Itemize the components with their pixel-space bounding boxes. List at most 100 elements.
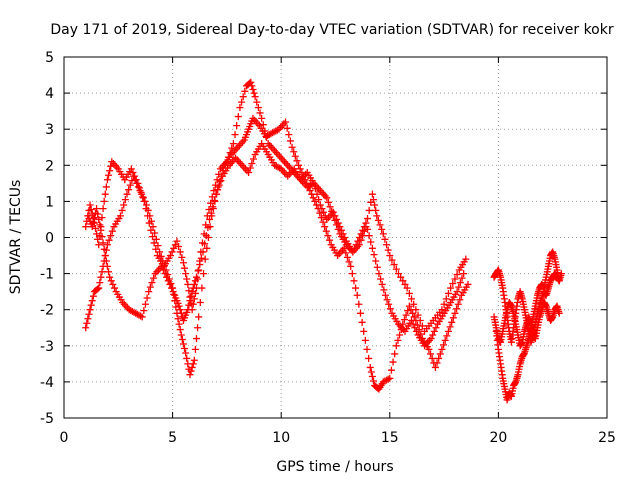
data-point xyxy=(405,302,413,310)
data-point xyxy=(205,206,213,214)
data-point xyxy=(135,184,143,192)
data-point xyxy=(326,236,334,244)
data-point xyxy=(107,277,115,285)
data-point xyxy=(403,284,411,292)
data-point xyxy=(324,198,332,206)
data-point xyxy=(212,190,220,198)
series-trace-1 xyxy=(82,114,472,393)
data-point xyxy=(318,205,326,213)
data-point xyxy=(128,177,136,185)
data-point xyxy=(373,212,381,220)
data-point xyxy=(427,350,435,358)
data-point xyxy=(384,375,392,383)
data-point xyxy=(432,324,440,332)
data-point xyxy=(372,257,380,265)
data-point xyxy=(410,313,418,321)
data-point xyxy=(145,219,153,227)
data-point xyxy=(425,345,433,353)
data-point xyxy=(433,359,441,367)
data-point xyxy=(201,255,209,263)
data-point xyxy=(105,171,113,179)
x-tick-labels: 0 5 10 15 20 25 xyxy=(60,430,616,446)
data-point xyxy=(146,283,154,291)
data-point xyxy=(94,210,102,218)
data-point xyxy=(387,366,395,374)
data-point xyxy=(381,235,389,243)
data-point xyxy=(177,331,185,339)
data-point xyxy=(316,209,324,217)
data-point xyxy=(286,137,294,145)
data-point xyxy=(334,225,342,233)
data-point xyxy=(453,288,461,296)
data-point xyxy=(246,164,254,172)
data-point xyxy=(448,318,456,326)
data-point xyxy=(163,273,171,281)
data-point xyxy=(101,190,109,198)
data-point xyxy=(249,85,257,93)
data-point xyxy=(166,252,174,260)
data-point xyxy=(383,241,391,249)
data-point xyxy=(192,335,200,343)
data-point xyxy=(97,226,105,234)
data-point xyxy=(140,307,148,315)
data-point xyxy=(443,332,451,340)
data-point xyxy=(418,322,426,330)
data-point xyxy=(233,122,241,130)
data-point xyxy=(182,270,190,278)
data-point xyxy=(366,363,374,371)
data-point xyxy=(427,335,435,343)
data-point xyxy=(379,230,387,238)
data-point xyxy=(360,327,368,335)
data-point xyxy=(188,363,196,371)
data-point xyxy=(206,215,214,223)
data-point xyxy=(386,374,394,382)
data-point xyxy=(342,249,350,257)
y-tick-label: 1 xyxy=(45,194,54,210)
data-point xyxy=(285,131,293,139)
data-point xyxy=(179,340,187,348)
data-point xyxy=(173,237,181,245)
data-point xyxy=(203,212,211,220)
y-tick-label: 3 xyxy=(45,122,54,138)
data-point xyxy=(367,238,375,246)
data-point xyxy=(389,358,397,366)
data-point xyxy=(462,255,470,263)
data-point xyxy=(141,300,149,308)
data-point xyxy=(555,309,563,317)
data-point xyxy=(290,148,298,156)
data-point xyxy=(209,203,217,211)
data-point xyxy=(179,259,187,267)
y-tick-label: -3 xyxy=(40,339,54,355)
data-point xyxy=(333,221,341,229)
data-point xyxy=(149,223,157,231)
data-point xyxy=(94,235,102,243)
data-point xyxy=(331,216,339,224)
data-point xyxy=(109,280,117,288)
data-point xyxy=(282,118,290,126)
data-point xyxy=(322,227,330,235)
data-point xyxy=(376,221,384,229)
data-point xyxy=(323,194,331,202)
data-point xyxy=(359,226,367,234)
data-point xyxy=(203,244,211,252)
data-point xyxy=(263,133,271,141)
data-point xyxy=(390,261,398,269)
data-point xyxy=(412,306,420,314)
data-point xyxy=(86,306,94,314)
data-point xyxy=(251,93,259,101)
data-point xyxy=(88,297,96,305)
data-point xyxy=(416,317,424,325)
data-point xyxy=(176,306,184,314)
data-point xyxy=(118,206,126,214)
data-point xyxy=(373,263,381,271)
data-point xyxy=(350,277,358,285)
data-point xyxy=(414,311,422,319)
data-point xyxy=(95,215,103,223)
data-point xyxy=(454,300,462,308)
data-point xyxy=(170,244,178,252)
x-tick-label: 10 xyxy=(272,430,290,446)
data-point xyxy=(392,342,400,350)
data-point xyxy=(349,248,357,256)
series-trace-3 xyxy=(84,140,468,350)
data-point xyxy=(200,270,208,278)
